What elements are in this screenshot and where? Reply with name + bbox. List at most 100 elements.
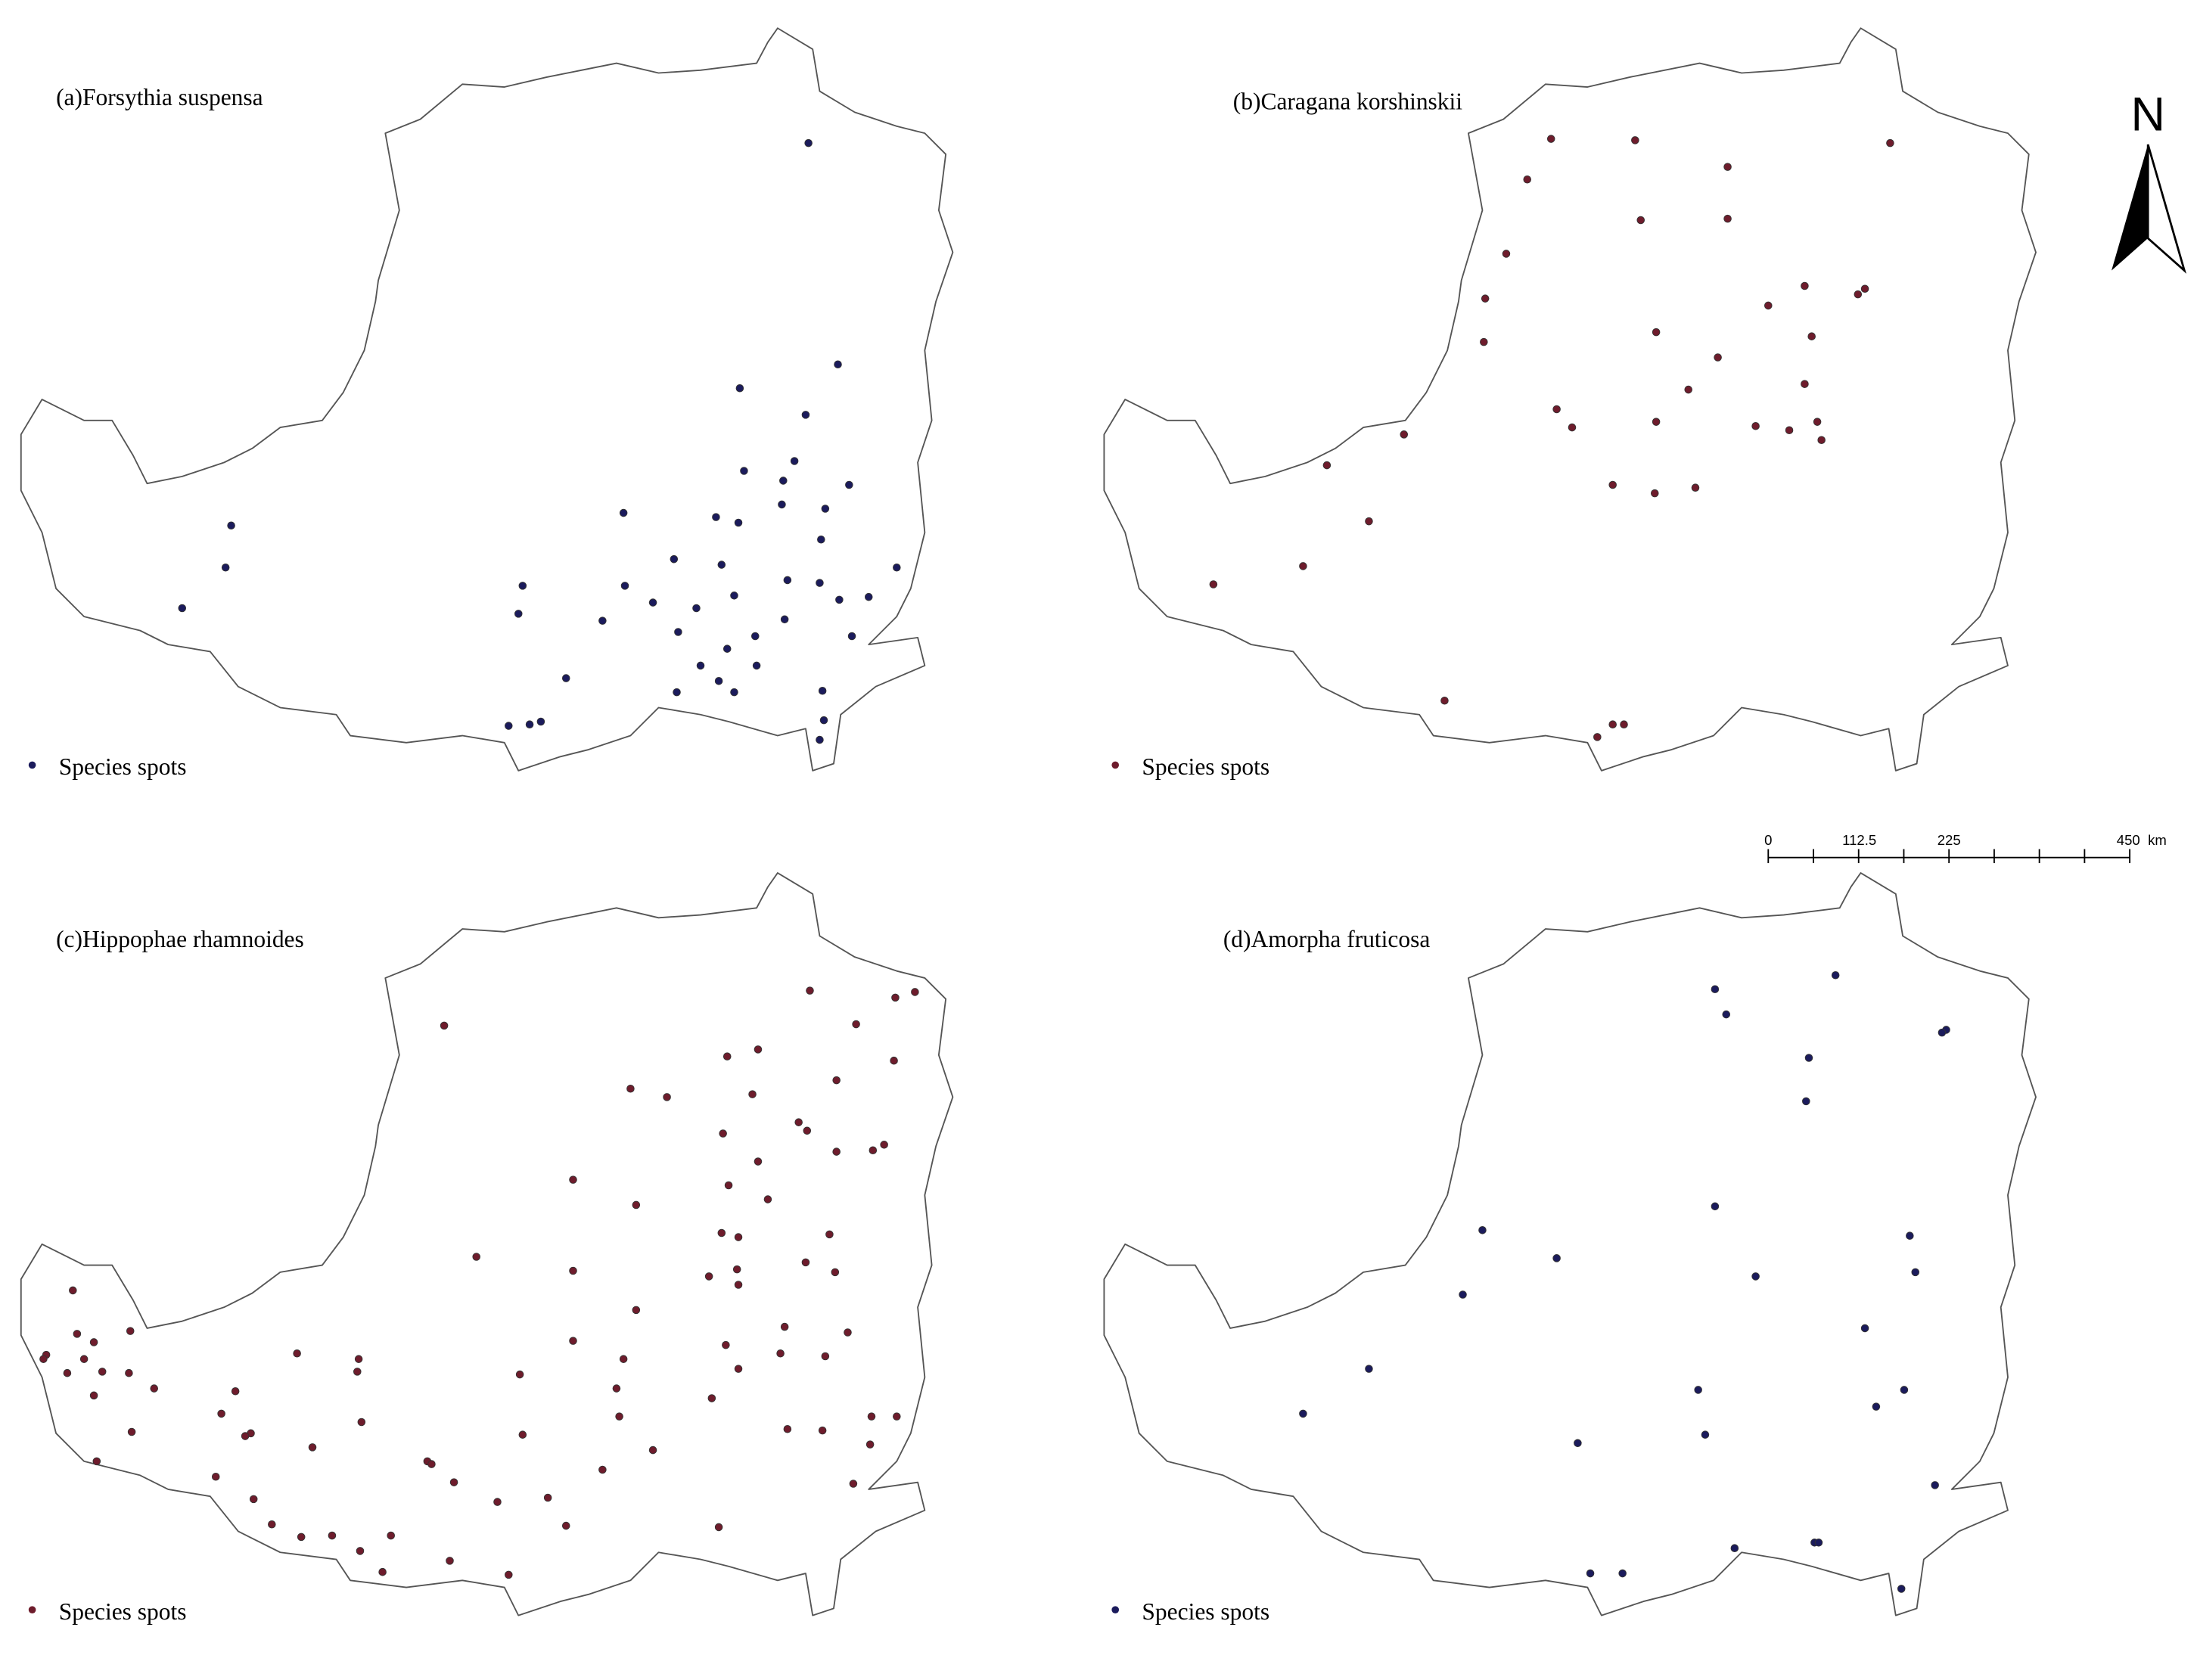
panel-title: (c)Hippophae rhamnoides bbox=[56, 926, 304, 952]
species-spot bbox=[852, 1020, 860, 1029]
species-spot bbox=[825, 1230, 834, 1239]
species-spot bbox=[801, 1258, 810, 1267]
species-spot bbox=[1620, 720, 1628, 728]
species-spot bbox=[790, 457, 799, 465]
arrow-right bbox=[2146, 144, 2186, 274]
species-spot bbox=[1911, 1268, 1920, 1277]
species-spot bbox=[869, 1146, 878, 1155]
species-spot bbox=[748, 1090, 757, 1098]
north-arrow: N bbox=[2112, 88, 2186, 274]
species-spot bbox=[804, 138, 813, 148]
panel-title: (b)Caragana korshinskii bbox=[1233, 89, 1462, 115]
species-spot bbox=[446, 1557, 454, 1565]
species-spot bbox=[1938, 1028, 1947, 1037]
species-spot bbox=[354, 1355, 363, 1363]
species-spot bbox=[821, 1352, 830, 1361]
species-spot bbox=[835, 595, 844, 604]
species-spot bbox=[543, 1493, 552, 1502]
species-spot bbox=[717, 561, 726, 569]
species-spot bbox=[217, 1409, 225, 1418]
species-spot bbox=[1593, 733, 1602, 741]
species-spot bbox=[806, 986, 814, 995]
species-spot bbox=[752, 661, 761, 670]
species-spot bbox=[1400, 430, 1409, 439]
species-spot bbox=[734, 1365, 743, 1373]
species-spot bbox=[449, 1478, 458, 1486]
species-spot bbox=[1478, 1226, 1487, 1234]
species-spot bbox=[472, 1253, 480, 1261]
species-spot bbox=[1440, 696, 1449, 705]
species-spot bbox=[1931, 1481, 1939, 1489]
legend-symbol bbox=[28, 761, 36, 769]
species-spot bbox=[717, 1228, 726, 1237]
species-spot bbox=[783, 576, 792, 585]
species-spot bbox=[801, 411, 810, 419]
region-outline bbox=[20, 872, 954, 1616]
species-spot bbox=[79, 1355, 89, 1363]
species-spot bbox=[1552, 405, 1561, 414]
species-spot bbox=[518, 582, 527, 590]
species-spot bbox=[891, 993, 900, 1002]
region-outline bbox=[1103, 872, 2037, 1616]
legend-label: Species spots bbox=[59, 1598, 187, 1625]
scale-label: 0 bbox=[1764, 832, 1772, 848]
species-spot bbox=[844, 1328, 852, 1337]
species-spot bbox=[712, 513, 720, 521]
species-spot bbox=[794, 1118, 803, 1126]
species-spot bbox=[525, 720, 534, 728]
species-spot bbox=[1801, 281, 1809, 290]
species-spot bbox=[127, 1427, 136, 1436]
legend-symbol bbox=[1111, 761, 1120, 769]
species-spot bbox=[714, 1523, 723, 1532]
species-spot bbox=[832, 1147, 841, 1156]
species-spot bbox=[98, 1368, 107, 1376]
species-spot bbox=[849, 1480, 858, 1488]
species-spot bbox=[1751, 1272, 1760, 1281]
legend-symbol bbox=[1111, 1606, 1120, 1614]
scale-label: 225 bbox=[1938, 832, 1961, 848]
species-spot bbox=[911, 988, 919, 996]
species-spot bbox=[569, 1266, 577, 1275]
species-spot bbox=[893, 1412, 901, 1421]
species-spot bbox=[632, 1306, 641, 1315]
species-spot bbox=[673, 688, 681, 697]
map-panel: (c)Hippophae rhamnoides Species spots bbox=[20, 872, 954, 1625]
species-spot bbox=[518, 1430, 527, 1439]
species-spot bbox=[1860, 1324, 1869, 1333]
species-spot bbox=[249, 1495, 258, 1504]
species-spot bbox=[268, 1520, 276, 1529]
species-spot bbox=[241, 1432, 250, 1440]
species-spot bbox=[714, 677, 723, 685]
species-spot bbox=[231, 1387, 240, 1396]
species-spot bbox=[1785, 426, 1794, 435]
species-spot bbox=[1804, 1054, 1813, 1062]
species-spot bbox=[1730, 1544, 1739, 1552]
species-spot bbox=[779, 477, 788, 485]
species-spot bbox=[63, 1368, 72, 1377]
species-spot bbox=[722, 1052, 732, 1060]
species-spot bbox=[740, 467, 748, 475]
species-spot bbox=[707, 1394, 716, 1402]
species-spot bbox=[1854, 290, 1863, 299]
species-spot bbox=[730, 688, 738, 697]
species-spot bbox=[754, 1157, 763, 1166]
legend-label: Species spots bbox=[59, 753, 187, 780]
species-spot bbox=[353, 1368, 362, 1376]
species-spot bbox=[1650, 489, 1659, 498]
species-spot bbox=[1459, 1290, 1467, 1299]
species-spot bbox=[1365, 517, 1373, 526]
species-spot bbox=[1502, 250, 1511, 258]
species-spot bbox=[816, 579, 824, 587]
species-spot bbox=[670, 554, 679, 564]
species-spot bbox=[1299, 1409, 1307, 1418]
species-spot bbox=[763, 1195, 772, 1203]
species-spot bbox=[73, 1330, 82, 1338]
species-spot bbox=[1552, 1254, 1561, 1262]
species-spot bbox=[1299, 562, 1307, 570]
species-spot bbox=[297, 1532, 306, 1542]
species-spot bbox=[893, 563, 901, 572]
species-spot bbox=[696, 661, 705, 670]
species-spot bbox=[847, 632, 856, 641]
species-spot bbox=[619, 1355, 628, 1363]
species-spot bbox=[648, 1446, 657, 1455]
